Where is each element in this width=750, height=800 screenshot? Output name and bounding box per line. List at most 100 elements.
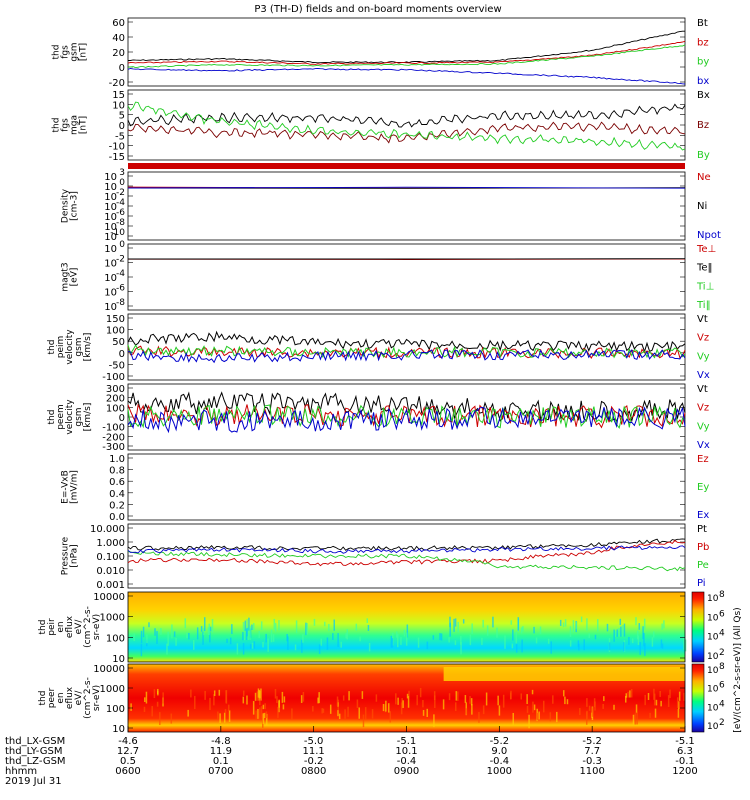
spectrogram-streak [242,696,245,704]
y-tick-label: 40 [112,33,125,44]
spectrogram-streak [342,695,345,701]
spectrogram-streak [260,621,263,630]
spectrogram-streak [273,618,276,630]
y-axis-label: peim [56,336,66,359]
legend-bz: bz [697,37,709,48]
colorbar-tick-exponent: 4 [719,629,725,639]
colorbar-tick-label: 10 [707,685,719,695]
y-axis-label: en [56,692,66,703]
spectrogram-streak [526,705,529,713]
panel-frame [127,171,686,241]
spectrogram-streak [148,622,150,628]
spectrogram-streak [203,628,205,636]
spectrogram-streak [539,626,542,635]
spectrogram-streak [550,641,552,654]
y-axis-label: [nT] [79,116,89,134]
spectrogram-streak [564,696,566,705]
spectrogram-streak [265,633,267,643]
spectrogram-streak [326,637,329,650]
y-tick-label: 0.100 [96,552,125,563]
spectrogram-streak [328,623,330,631]
x-axis-row-label: thd_LX-GSM [5,736,65,747]
spectrogram-streak [157,688,159,695]
y-tick-label: 0.8 [109,466,125,477]
spectrogram-streak [287,636,289,650]
y-tick-label: 200 [106,394,125,405]
y-tick-label: 15 [112,90,125,101]
spectrogram-streak [251,642,254,649]
spectrogram-streak [337,709,339,717]
y-axis-label: mga [70,115,80,135]
series-line-bz [127,121,686,144]
spectrogram-streak [255,710,257,719]
spectrogram-streak [196,627,199,640]
spectrogram-streak [402,700,404,708]
legend-bt: Bt [697,18,708,29]
spectrogram-streak [295,620,298,634]
spectrogram-streak [426,708,428,717]
spectrogram-streak [448,637,450,643]
y-tick-label: 100 [106,403,125,414]
spectrogram-streak [454,618,457,627]
spectrogram-streak [406,693,409,699]
spectrogram-streak [522,626,524,632]
spectrogram-streak [613,704,615,710]
colorbar-tick-exponent: 2 [719,648,725,658]
spectrogram-streak [236,643,239,655]
y-axis-label: Density [61,188,71,223]
spectrogram-streak [272,634,275,642]
spectrogram-streak [585,711,588,725]
spectrogram-streak [348,691,350,701]
spectrogram-streak [175,637,177,646]
legend-pb: Pb [697,542,709,553]
spectrogram-streak [283,696,286,703]
panel-frame [127,243,686,311]
y-tick-label: 10 [104,232,117,243]
spectrogram-streak [312,706,314,712]
spectrogram-streak [638,623,641,630]
legend-bx: bx [697,76,709,87]
spectrogram-streak [355,623,358,631]
quality-flag-band [128,163,685,169]
y-axis-label: gsm [74,407,84,426]
y-tick-label: 0 [119,413,125,424]
spectrogram-streak [389,711,391,723]
spectrogram-streak [454,640,457,646]
series-line-pt [127,538,686,551]
spectrogram-streak [305,622,307,636]
spectrogram-streak [274,622,277,632]
legend-pe: Pe [697,560,709,571]
y-tick-label: 0 [119,121,125,132]
colorbar-tick-exponent: 8 [719,590,725,600]
colorbar [691,591,705,663]
spectrogram-streak [262,641,264,648]
spectrogram-streak [133,633,135,641]
spectrogram-streak [538,711,540,720]
spectrogram-streak [242,690,245,696]
spectrogram-streak [246,619,248,631]
panel-efield: 1.00.80.60.40.20.0 E=-VxB [mV/m] Ez Ey Ex [61,453,709,523]
spectrogram-streak [482,619,484,628]
spectrogram-streak [225,690,227,703]
spectrogram-streak [282,704,285,710]
y-tick-label: 0.001 [96,580,125,591]
colorbar-tick-exponent: 4 [719,699,725,709]
x-axis-value: 12.7 [117,746,139,757]
y-axis-label: Pressure [61,536,71,575]
legend-vz: Vz [697,333,709,344]
spectrogram-streak [322,708,325,713]
spectrogram-streak [260,688,262,701]
x-axis-value: 0900 [394,766,419,777]
y-tick-label: 10 [104,302,117,313]
spectrogram-streak [569,626,572,638]
spectrogram-streak [173,631,176,637]
spectrogram-streak [159,712,161,726]
spectrogram-streak [244,620,247,631]
spectrogram-streak [270,629,273,643]
spectrogram-streak [207,627,210,635]
y-axis-label: fgs [61,45,71,59]
panel-frame [127,453,686,521]
spectrogram-streak [267,638,269,652]
y-tick-label: 10 [104,259,117,270]
y-tick-label: 20 [112,48,125,59]
